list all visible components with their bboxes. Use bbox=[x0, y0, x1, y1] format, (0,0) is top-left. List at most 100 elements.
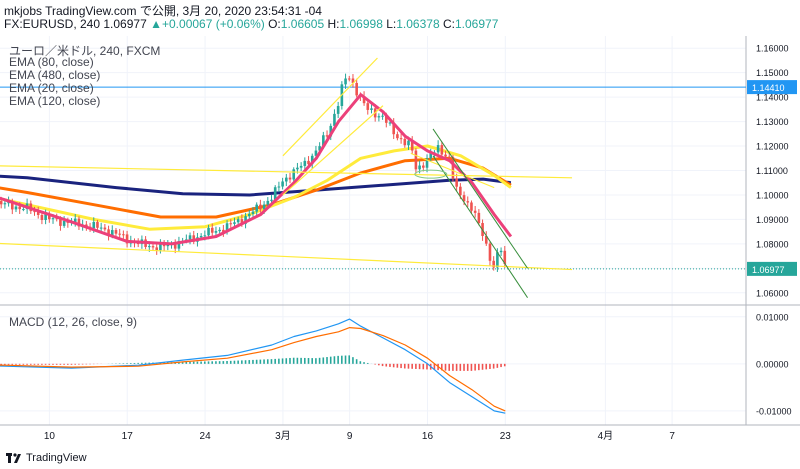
candle-body bbox=[370, 108, 373, 110]
publish-info: mkjobs TradingView.com で公開, 3月 20, 2020 … bbox=[4, 4, 322, 18]
candle-body bbox=[240, 219, 244, 224]
candle-body bbox=[222, 229, 225, 233]
candle-body bbox=[51, 218, 55, 220]
chart-canvas[interactable]: 1.16000 1.15000 1.14000 1.13000 1.12000 1.110… bbox=[0, 36, 800, 449]
candle-body bbox=[425, 158, 429, 168]
legend-title: ユーロ／米ドル, 240, FXCM bbox=[9, 44, 161, 58]
price-tick-label: 1.06000 bbox=[756, 288, 789, 298]
candle-body bbox=[255, 204, 258, 212]
candle-body bbox=[218, 229, 221, 232]
candle-body bbox=[444, 154, 447, 157]
macd-label[interactable]: MACD (12, 26, close, 9) bbox=[9, 315, 138, 329]
candle-body bbox=[77, 218, 81, 227]
candle-body bbox=[344, 78, 347, 85]
candle-body bbox=[447, 156, 451, 158]
candle-body bbox=[347, 78, 351, 80]
time-tick-label: 7 bbox=[669, 431, 675, 442]
candle-body bbox=[125, 234, 129, 244]
footer: TradingView bbox=[0, 449, 800, 469]
candle-body bbox=[436, 145, 440, 153]
tradingview-logo[interactable]: TradingView bbox=[6, 452, 87, 464]
candle-body bbox=[484, 235, 488, 244]
candle-body bbox=[36, 211, 40, 215]
candle-body bbox=[44, 214, 47, 220]
candle-body bbox=[33, 211, 36, 213]
legend-ema120[interactable]: EMA (120, close) bbox=[9, 94, 101, 108]
candle-body bbox=[103, 227, 107, 230]
candle-body bbox=[455, 178, 458, 187]
candle-body bbox=[355, 82, 358, 96]
candle-body bbox=[159, 243, 162, 251]
candle-body bbox=[48, 214, 51, 220]
chart-background bbox=[0, 36, 800, 449]
price-value-text: 1.06977 bbox=[752, 265, 785, 275]
candle-body bbox=[470, 202, 473, 211]
tradingview-logo-icon bbox=[6, 452, 21, 463]
candle-body bbox=[244, 216, 247, 224]
candle-body bbox=[199, 235, 203, 238]
time-tick-label: 23 bbox=[500, 431, 512, 442]
candle-body bbox=[151, 246, 155, 248]
price-tick-label: 1.16000 bbox=[756, 44, 789, 54]
candle-body bbox=[429, 153, 433, 159]
candle-body bbox=[388, 122, 392, 124]
candle-body bbox=[451, 157, 455, 179]
time-tick-label: 10 bbox=[44, 431, 56, 442]
candle-body bbox=[166, 244, 170, 247]
candle-body bbox=[3, 203, 7, 205]
candle-body bbox=[270, 199, 273, 201]
legend-ema20[interactable]: EMA (20, close) bbox=[9, 81, 94, 95]
candle-body bbox=[40, 214, 44, 220]
candle-body bbox=[362, 96, 366, 104]
candle-body bbox=[188, 235, 192, 240]
candle-body bbox=[418, 165, 421, 170]
candle-body bbox=[281, 181, 284, 187]
legend-ema480[interactable]: EMA (480, close) bbox=[9, 68, 101, 82]
candle-body bbox=[473, 210, 477, 213]
price-tick-label: 1.12000 bbox=[756, 142, 789, 152]
candle-body bbox=[259, 204, 262, 210]
low-label: L: bbox=[386, 17, 397, 31]
candle-body bbox=[292, 169, 296, 180]
channel-line bbox=[432, 128, 528, 269]
candle-body bbox=[322, 135, 325, 147]
candle-body bbox=[307, 160, 310, 165]
macd-line bbox=[0, 318, 506, 414]
candle-body bbox=[381, 115, 384, 117]
candle-body bbox=[177, 241, 181, 249]
candle-body bbox=[59, 218, 62, 226]
candle-body bbox=[318, 146, 321, 151]
candle-body bbox=[55, 218, 59, 220]
candle-body bbox=[122, 234, 125, 236]
open-label: O: bbox=[268, 17, 281, 31]
legend-ema80[interactable]: EMA (80, close) bbox=[9, 55, 94, 69]
candle-body bbox=[96, 221, 99, 228]
chart-header: mkjobs TradingView.com で公開, 3月 20, 2020 … bbox=[0, 0, 800, 36]
trend-line bbox=[410, 152, 495, 189]
candle-body bbox=[414, 150, 418, 170]
candle-body bbox=[22, 209, 25, 211]
candle-body bbox=[329, 125, 333, 137]
candle-body bbox=[366, 103, 370, 110]
low-value: 1.06378 bbox=[396, 17, 440, 31]
candle-body bbox=[477, 212, 481, 224]
candle-body bbox=[503, 250, 507, 264]
time-tick-label: 3月 bbox=[275, 430, 291, 442]
price-tick-label: 1.11000 bbox=[756, 166, 788, 176]
ema80-line bbox=[0, 144, 512, 231]
candle-body bbox=[10, 201, 14, 210]
macd-tick-label: -0.01000 bbox=[756, 406, 792, 416]
candle-body bbox=[303, 160, 307, 166]
time-tick-label: 24 bbox=[200, 431, 212, 442]
candle-body bbox=[0, 201, 3, 205]
candle-body bbox=[233, 222, 236, 224]
candle-body bbox=[314, 150, 318, 156]
candle-body bbox=[384, 115, 388, 123]
price-tick-label: 1.13000 bbox=[756, 117, 789, 127]
candle-body bbox=[214, 231, 218, 233]
candle-body bbox=[173, 243, 177, 249]
candle-body bbox=[277, 186, 281, 188]
time-tick-label: 17 bbox=[122, 431, 134, 442]
change-arrow-icon: ▲ bbox=[150, 17, 162, 31]
price-tick-label: 1.10000 bbox=[756, 190, 789, 200]
